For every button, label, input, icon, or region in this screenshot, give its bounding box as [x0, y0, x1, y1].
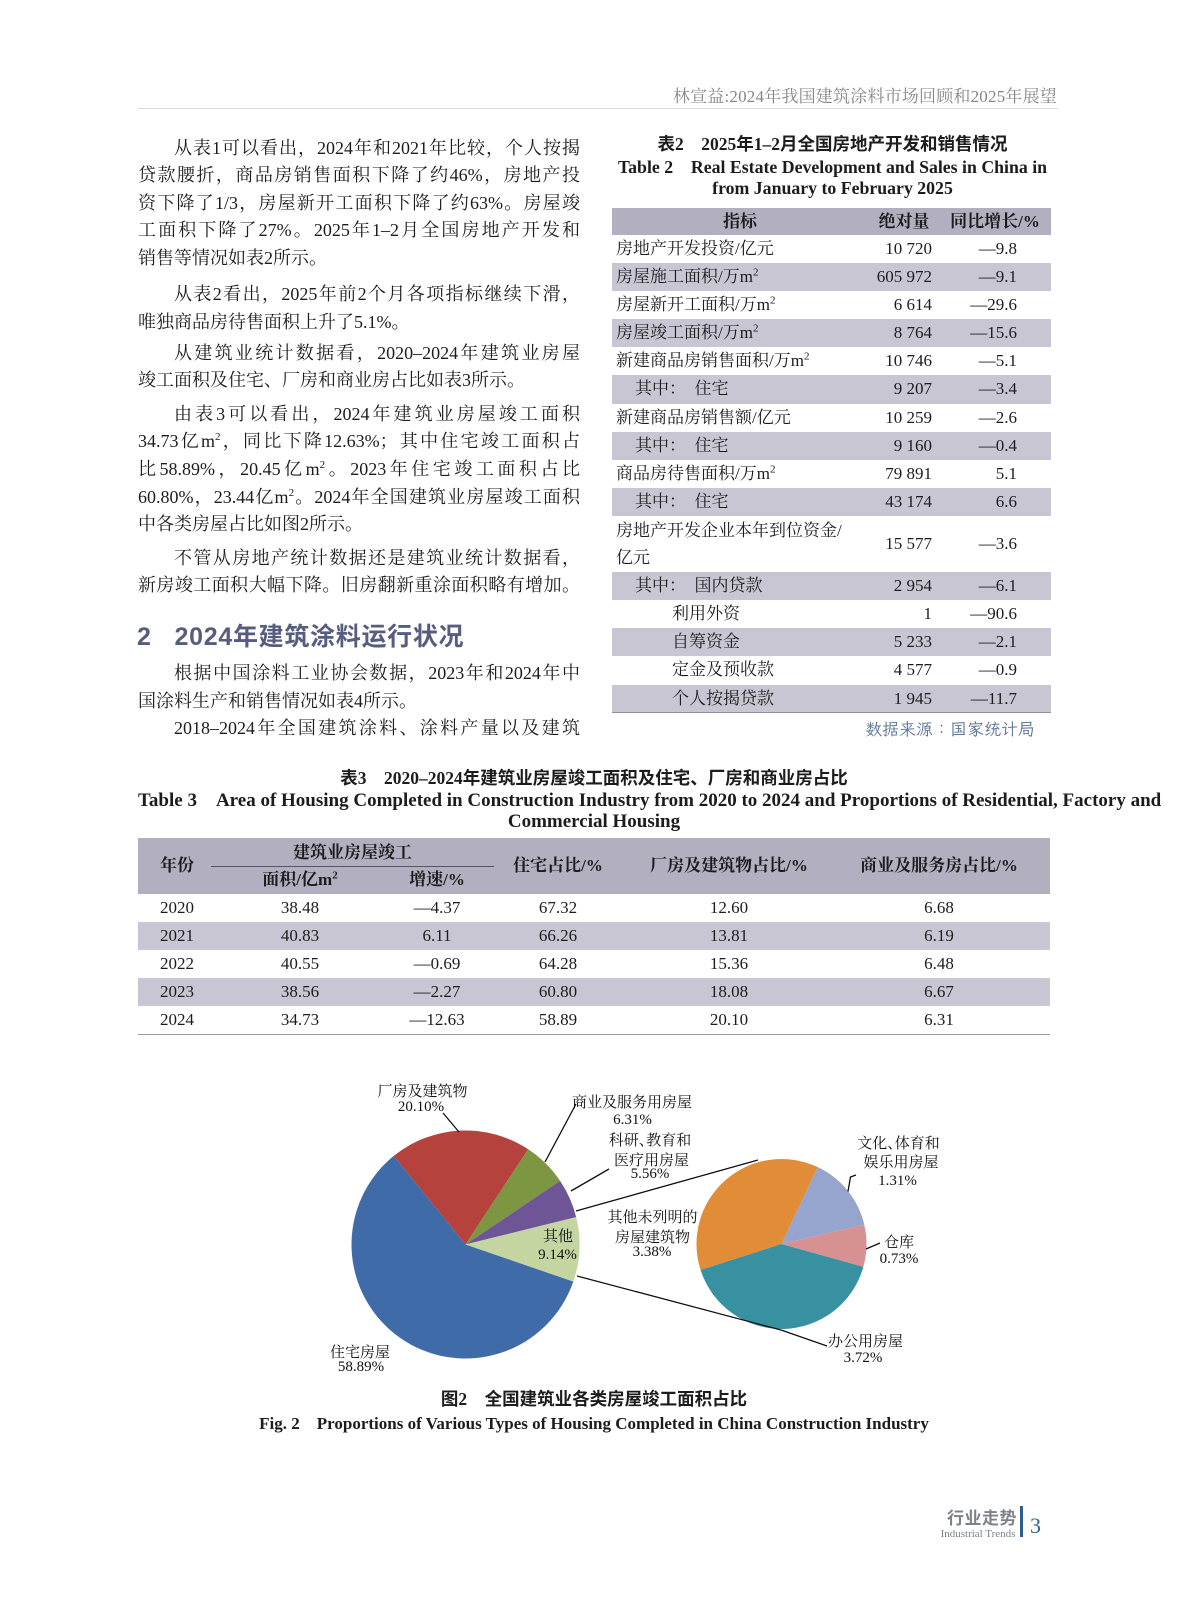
svg-text:商业及服务用房屋: 商业及服务用房屋	[572, 1094, 692, 1111]
svg-text:住宅房屋: 住宅房屋	[330, 1344, 390, 1361]
svg-text:办公用房屋: 办公用房屋	[828, 1333, 903, 1350]
svg-text:0.73%: 0.73%	[880, 1251, 919, 1267]
svg-text:文化、体育和: 文化、体育和	[857, 1134, 940, 1152]
svg-text:3.38%: 3.38%	[633, 1244, 672, 1260]
svg-text:娱乐用房屋: 娱乐用房屋	[863, 1154, 938, 1171]
svg-text:9.14%: 9.14%	[538, 1247, 577, 1263]
svg-text:医疗用房屋: 医疗用房屋	[614, 1152, 689, 1169]
svg-text:其他: 其他	[543, 1227, 573, 1245]
svg-text:20.10%: 20.10%	[398, 1099, 444, 1115]
svg-text:3.72%: 3.72%	[844, 1350, 883, 1366]
svg-text:58.89%: 58.89%	[338, 1359, 384, 1375]
svg-text:仓库: 仓库	[884, 1234, 914, 1251]
svg-text:5.56%: 5.56%	[631, 1166, 670, 1182]
svg-text:1.31%: 1.31%	[878, 1173, 917, 1189]
svg-text:其他未列明的: 其他未列明的	[607, 1208, 697, 1226]
svg-text:6.31%: 6.31%	[613, 1112, 652, 1128]
svg-text:房屋建筑物: 房屋建筑物	[615, 1228, 690, 1246]
svg-text:科研、教育和: 科研、教育和	[609, 1131, 692, 1149]
svg-text:厂房及建筑物: 厂房及建筑物	[377, 1082, 467, 1100]
